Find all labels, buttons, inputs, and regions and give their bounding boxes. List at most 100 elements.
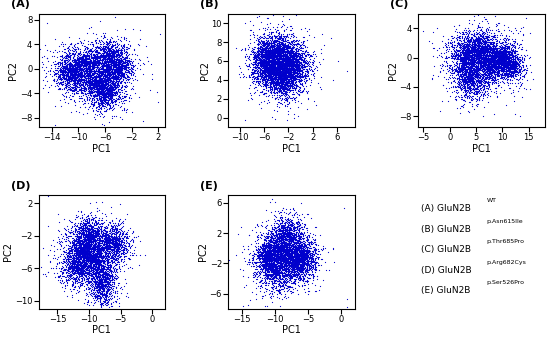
Point — [287, 71, 295, 76]
Point — [119, 247, 128, 252]
Point — [283, 257, 292, 263]
Point — [105, 70, 114, 75]
Point — [288, 66, 296, 72]
Point — [69, 71, 78, 76]
Point — [295, 257, 304, 263]
Point — [288, 55, 297, 60]
Point — [257, 263, 266, 268]
Point — [277, 55, 285, 61]
Point — [272, 37, 281, 43]
Point — [281, 250, 290, 255]
Point — [102, 295, 111, 300]
Point — [85, 232, 94, 237]
Point — [62, 235, 71, 240]
Point — [83, 234, 92, 239]
Point — [272, 253, 281, 259]
Point — [98, 94, 107, 99]
Point — [80, 62, 89, 68]
Point — [97, 247, 106, 252]
Point — [80, 60, 89, 66]
Point — [112, 235, 120, 240]
Point — [111, 63, 120, 69]
Point — [102, 250, 111, 256]
Point — [514, 43, 523, 48]
Point — [107, 56, 116, 61]
Point — [309, 252, 317, 257]
Point — [477, 49, 486, 55]
Point — [86, 78, 95, 83]
Point — [283, 247, 292, 253]
Point — [503, 54, 512, 60]
Point — [91, 257, 100, 263]
Point — [277, 80, 285, 85]
Point — [300, 247, 309, 253]
Point — [91, 263, 100, 269]
Point — [286, 82, 295, 87]
Point — [277, 253, 285, 259]
Point — [272, 255, 280, 260]
Point — [456, 58, 465, 64]
Point — [96, 106, 105, 112]
Point — [266, 274, 275, 280]
Point — [465, 54, 474, 59]
Point — [514, 56, 523, 62]
Point — [459, 60, 468, 66]
Point — [92, 95, 101, 101]
Point — [284, 253, 293, 259]
Point — [74, 79, 82, 84]
Point — [87, 69, 96, 74]
Point — [98, 55, 107, 61]
Point — [83, 258, 92, 263]
Point — [468, 47, 476, 52]
Point — [275, 274, 284, 280]
Point — [118, 44, 127, 49]
Point — [96, 80, 105, 85]
Point — [261, 261, 270, 267]
Point — [490, 70, 499, 75]
Point — [86, 268, 95, 274]
Point — [260, 237, 268, 243]
Point — [265, 250, 274, 256]
Point — [262, 76, 271, 82]
Point — [284, 59, 293, 65]
Point — [274, 224, 283, 229]
Point — [302, 246, 311, 251]
Point — [117, 253, 125, 258]
Point — [273, 250, 282, 256]
Point — [100, 45, 108, 50]
Point — [87, 239, 96, 244]
Point — [460, 56, 469, 62]
Point — [100, 86, 108, 92]
Point — [284, 79, 293, 85]
Point — [272, 49, 280, 54]
Point — [87, 225, 96, 230]
Point — [95, 263, 104, 269]
Point — [267, 64, 276, 70]
Point — [283, 248, 292, 254]
Point — [98, 282, 107, 287]
Point — [50, 253, 59, 258]
Point — [97, 263, 106, 268]
Point — [119, 250, 128, 256]
Point — [306, 245, 315, 251]
Point — [272, 51, 280, 56]
Point — [283, 244, 292, 249]
Point — [71, 238, 80, 244]
Point — [252, 79, 261, 84]
Point — [489, 55, 498, 60]
Point — [92, 108, 101, 114]
Point — [254, 53, 263, 59]
Point — [82, 58, 91, 63]
Point — [78, 225, 87, 230]
Point — [465, 48, 474, 53]
Point — [484, 76, 493, 82]
Point — [282, 47, 291, 52]
Point — [502, 51, 510, 56]
Point — [259, 252, 268, 258]
Point — [102, 247, 111, 253]
Point — [111, 238, 120, 244]
Point — [281, 79, 290, 85]
Point — [297, 271, 306, 276]
Point — [89, 55, 98, 61]
Point — [93, 250, 102, 255]
